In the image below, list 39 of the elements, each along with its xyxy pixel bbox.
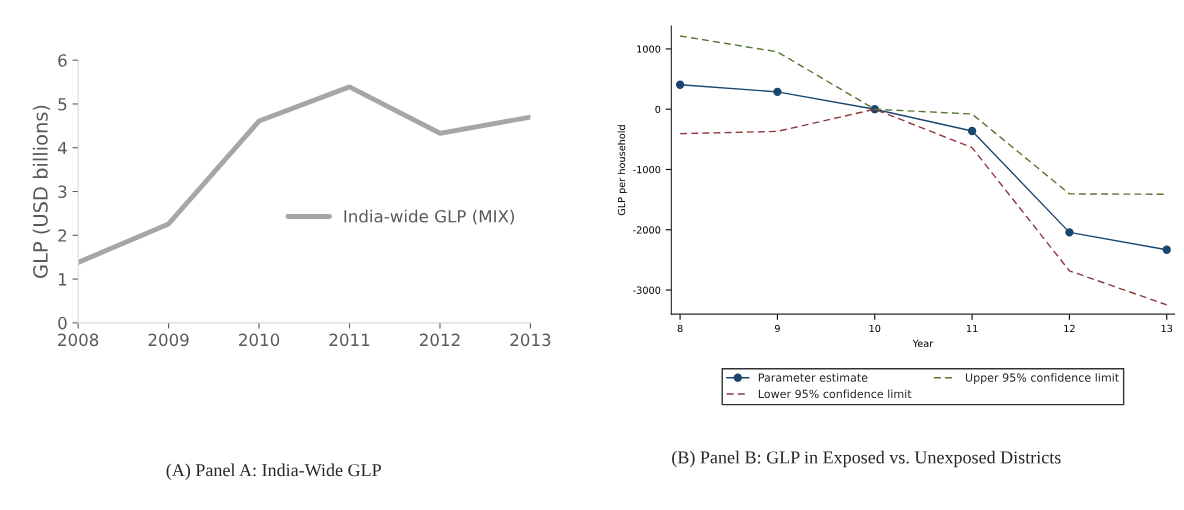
x-tick-label: 10 xyxy=(869,324,881,333)
point xyxy=(773,87,782,97)
y-axis-title: GLP (USD billions) xyxy=(32,105,51,278)
legend-label: Upper 95% confidence limit xyxy=(965,373,1119,384)
x-tick-label: 2011 xyxy=(329,333,370,347)
y-tick-label: -2000 xyxy=(633,226,661,234)
y-tick-label: 1000 xyxy=(637,45,661,53)
point xyxy=(1065,228,1074,237)
x-tick-label: 2013 xyxy=(510,333,551,347)
y-tick-label: 5 xyxy=(58,98,67,111)
x-tick-label: 13 xyxy=(1161,324,1173,333)
x-tick-label: 2010 xyxy=(239,333,280,347)
y-tick-label: -1000 xyxy=(633,165,661,174)
x-tick-label: 11 xyxy=(966,324,978,332)
y-tick-label: -3000 xyxy=(633,286,661,294)
legend-label: Parameter estimate xyxy=(758,373,868,382)
y-axis-title: GLP per household xyxy=(617,125,628,216)
y-tick-label: 2 xyxy=(58,229,67,242)
x-tick-label: 2009 xyxy=(148,333,189,347)
text: (B) Panel B: GLP in Exposed vs. Unexposed Districts xyxy=(672,450,1061,468)
line-series xyxy=(78,84,531,265)
point xyxy=(1162,245,1171,254)
y-tick-label: 6 xyxy=(58,54,67,67)
y-tick-label: 1 xyxy=(58,273,67,286)
legend-label: Lower 95% confidence limit xyxy=(758,389,912,399)
x-axis-title: Year xyxy=(912,339,934,348)
x-tick-label: 2008 xyxy=(58,333,99,347)
point xyxy=(967,126,977,136)
y-tick-label: 3 xyxy=(58,185,67,199)
text: (A) Panel A: India-Wide GLP xyxy=(166,463,381,480)
y-tick-label: 0 xyxy=(58,316,67,330)
y-tick-label: 0 xyxy=(655,105,661,114)
point xyxy=(675,80,685,89)
y-tick-label: 4 xyxy=(57,141,67,155)
x-tick-label: 2012 xyxy=(419,333,460,347)
x-tick-label: 8 xyxy=(677,324,683,333)
x-tick-label: 12 xyxy=(1064,324,1075,332)
legend-label: India-wide GLP (MIX) xyxy=(344,209,514,225)
x-tick-label: 9 xyxy=(774,324,780,333)
